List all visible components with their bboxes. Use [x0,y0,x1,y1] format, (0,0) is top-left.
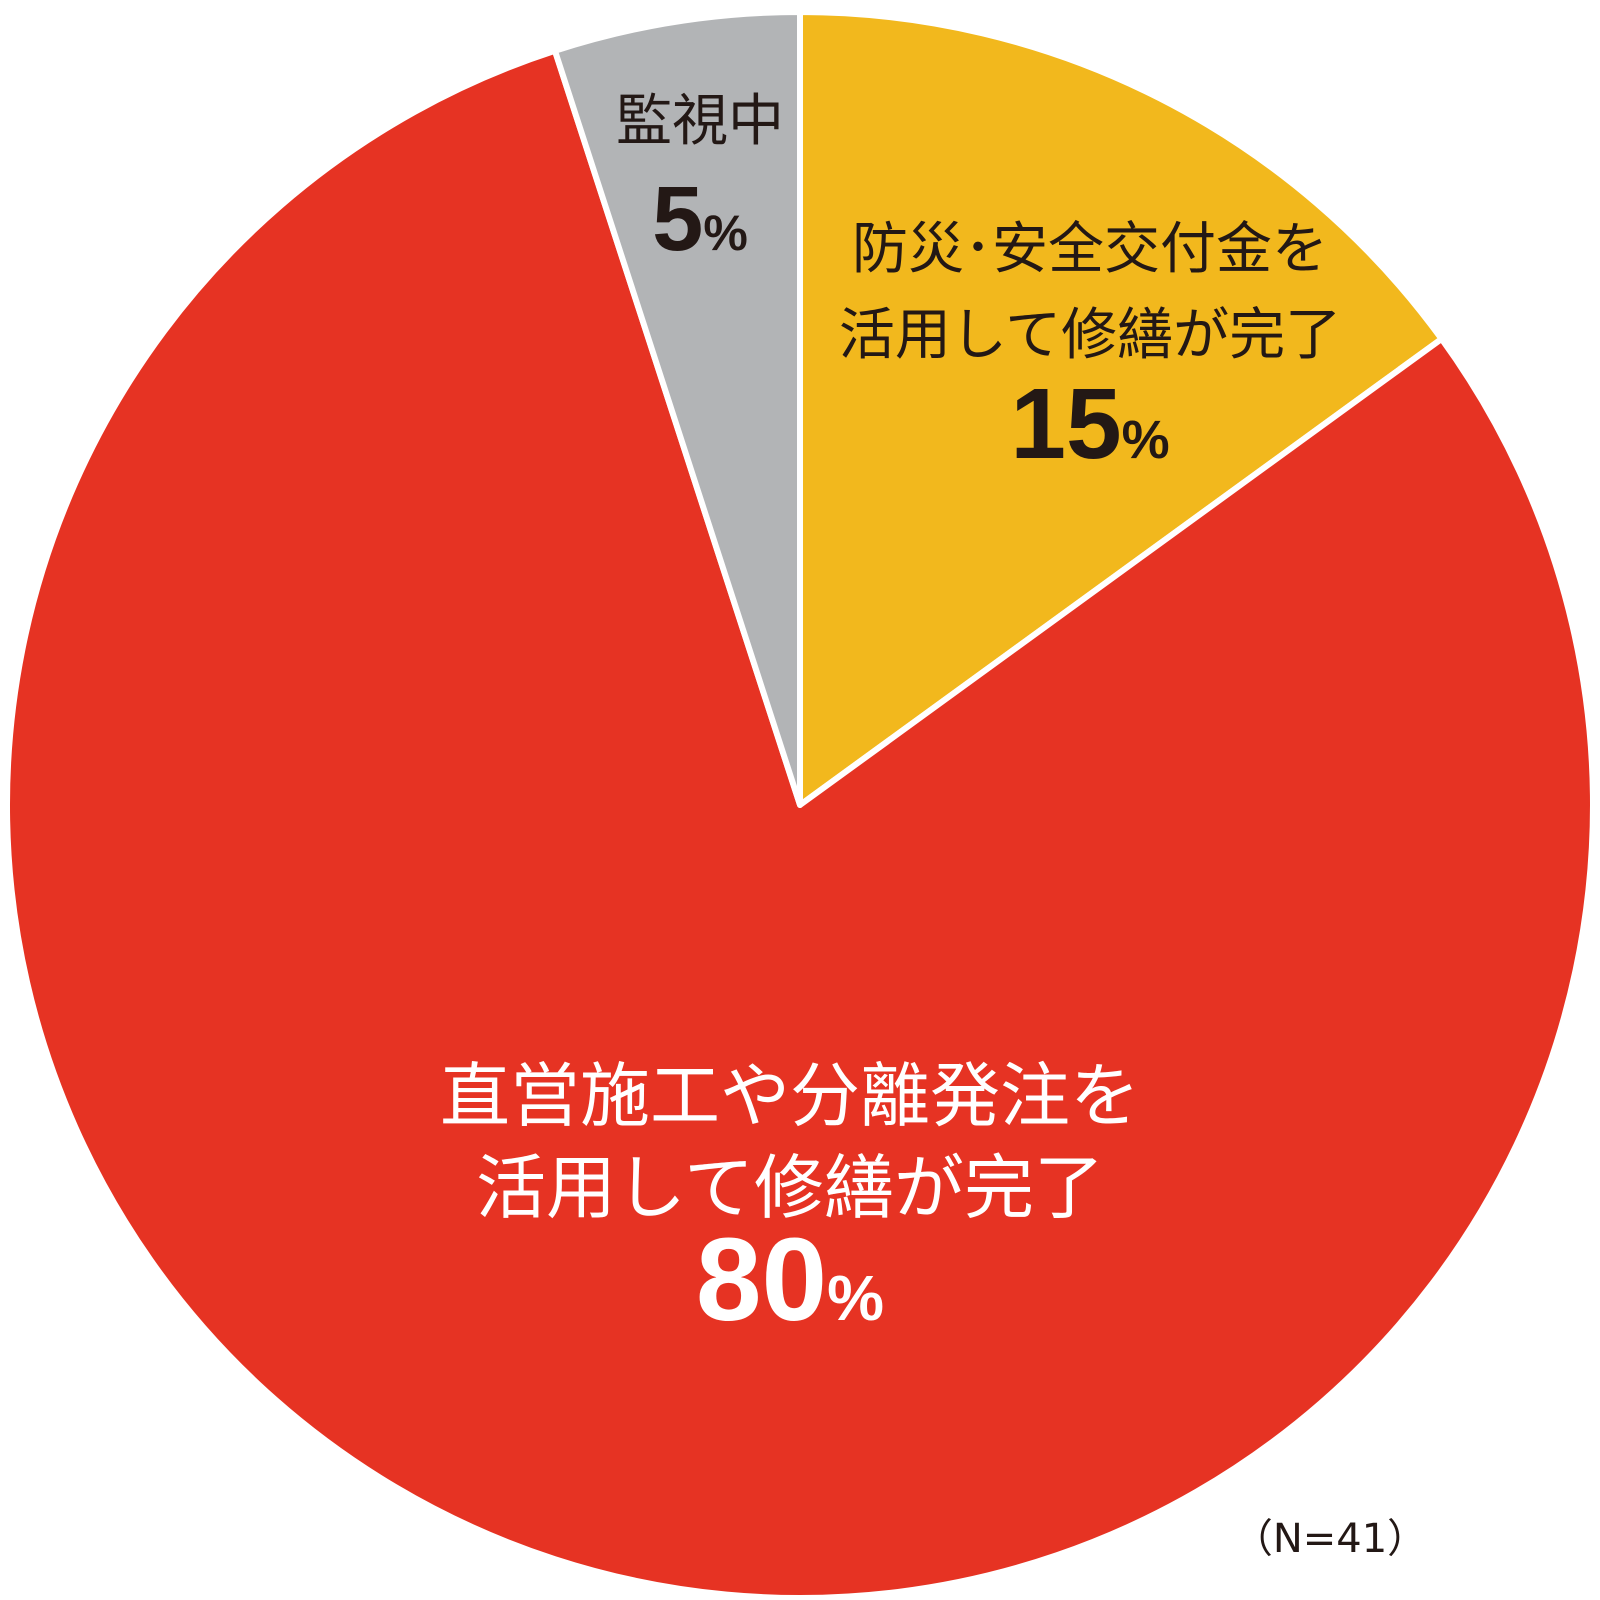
pie-slice-2 [551,9,803,808]
slice-label-1-line-0: 直営施工や分離発注を [440,1055,1140,1137]
slice-value-2: 5% [652,168,748,270]
slice-label-0-line-1: 活用して修繕が完了 [839,303,1341,368]
pie-slice-0 [797,9,1445,808]
slice-label-1-line-1: 活用して修繕が完了 [476,1147,1104,1229]
slice-value-0: 15% [1010,368,1169,480]
slice-label-2-line-0: 監視中 [616,89,784,154]
slice-value-1: 80% [696,1214,884,1346]
pie-slice-1 [4,47,1596,1600]
slice-label-0-line-0: 防災･安全交付金を [852,217,1328,282]
sample-size-note: （N=41） [1233,1516,1427,1562]
